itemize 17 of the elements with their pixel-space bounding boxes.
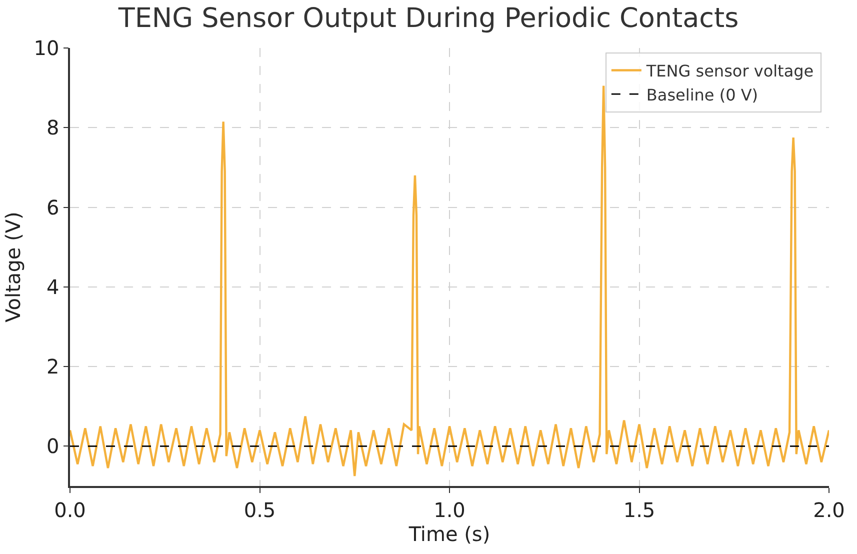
x-tick-label: 2.0: [813, 498, 845, 522]
y-axis-title: Voltage (V): [0, 212, 25, 322]
x-axis-title: Time (s): [408, 522, 490, 546]
legend-label: Baseline (0 V): [646, 85, 758, 104]
legend-label: TENG sensor voltage: [645, 62, 814, 81]
y-tick-label: 10: [34, 36, 60, 60]
x-tick-label: 0.5: [244, 498, 276, 522]
x-tick-label: 1.0: [434, 498, 466, 522]
y-tick-label: 0: [46, 434, 60, 458]
y-tick-label: 4: [46, 274, 60, 299]
y-tick-label: 8: [46, 116, 60, 140]
chart-title: TENG Sensor Output During Periodic Contacts: [117, 3, 739, 34]
x-tick-label: 0.0: [54, 498, 86, 522]
y-tick-label: 6: [46, 195, 60, 220]
x-tick-label: 1.5: [623, 498, 656, 522]
line-series: [70, 84, 829, 478]
y-tick-label: 2: [46, 354, 60, 379]
